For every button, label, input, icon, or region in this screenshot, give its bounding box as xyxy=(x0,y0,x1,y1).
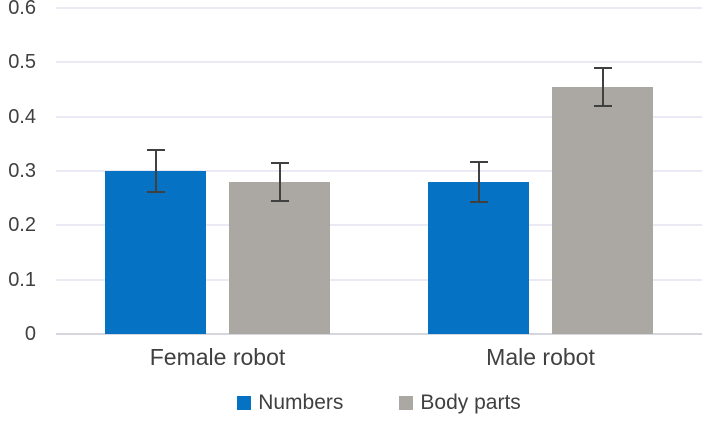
category-label-female-robot: Female robot xyxy=(149,344,286,370)
bar-body-parts-female-robot xyxy=(229,181,330,334)
legend-label-numbers: Numbers xyxy=(258,391,344,414)
category-label-male-robot: Male robot xyxy=(486,344,595,370)
bar-numbers-female-robot xyxy=(105,171,206,334)
gridline-0.3 xyxy=(56,170,702,172)
error-bar-cap-top-numbers-female-robot xyxy=(146,149,165,152)
gridline-0.5 xyxy=(56,61,702,64)
y-tick-label-0.2: 0.2 xyxy=(8,214,36,237)
error-bar-line-body-parts-female-robot xyxy=(278,162,281,201)
legend-swatch-numbers-icon xyxy=(237,396,252,410)
y-tick-label-0.5: 0.5 xyxy=(8,51,36,74)
x-axis-line xyxy=(56,333,702,335)
legend-label-body-parts: Body parts xyxy=(420,391,521,414)
y-tick-label-0.6: 0.6 xyxy=(8,0,36,19)
y-tick-label-0.1: 0.1 xyxy=(8,268,36,291)
legend-item-numbers: Numbers xyxy=(237,391,343,415)
bar-body-parts-male-robot xyxy=(552,86,653,334)
legend: Numbers Body parts xyxy=(56,388,702,418)
error-bar-cap-bottom-body-parts-male-robot xyxy=(593,104,612,107)
gridline-0.2 xyxy=(56,224,702,227)
gridline-0.6 xyxy=(56,7,702,9)
error-bar-line-numbers-female-robot xyxy=(154,150,157,192)
gridline-0.1 xyxy=(56,278,702,281)
error-bar-cap-bottom-numbers-male-robot xyxy=(469,200,488,203)
error-bar-cap-top-body-parts-female-robot xyxy=(270,161,289,164)
y-tick-label-0.3: 0.3 xyxy=(8,160,36,182)
error-bar-cap-top-body-parts-male-robot xyxy=(593,66,612,69)
legend-item-body-parts: Body parts xyxy=(399,391,521,415)
error-bar-cap-bottom-body-parts-female-robot xyxy=(270,199,289,202)
bar-numbers-male-robot xyxy=(428,181,529,334)
error-bar-line-body-parts-male-robot xyxy=(601,67,604,106)
y-tick-label-0.4: 0.4 xyxy=(8,105,36,128)
error-bar-cap-bottom-numbers-female-robot xyxy=(146,190,165,193)
error-bar-cap-top-numbers-male-robot xyxy=(469,160,488,163)
gridline-0.4 xyxy=(56,115,702,118)
legend-swatch-body-parts-icon xyxy=(399,396,414,410)
error-bar-line-numbers-male-robot xyxy=(477,161,480,202)
y-tick-label-0: 0 xyxy=(24,323,36,345)
